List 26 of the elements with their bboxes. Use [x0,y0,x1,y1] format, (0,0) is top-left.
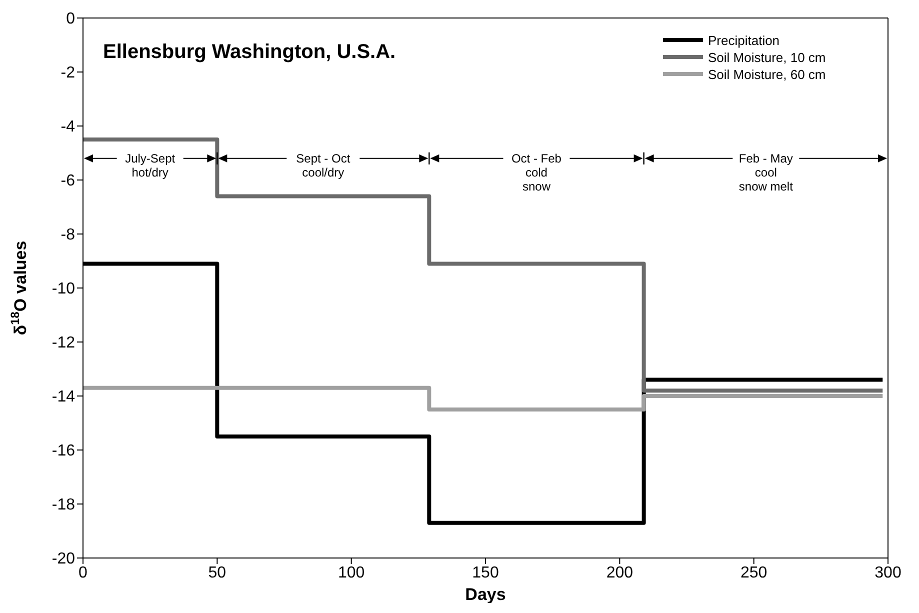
y-tick-label: -8 [60,226,76,244]
y-tick-label: -10 [52,280,76,298]
y-tick-label: 0 [66,10,76,28]
x-tick-label: 100 [338,564,365,582]
annotation: Sept - Oct cool/dry [296,151,351,180]
x-tick-label: 150 [472,564,499,582]
legend-label: Precipitation [708,33,780,48]
y-tick-label: -14 [52,388,76,406]
y-tick-label: -16 [52,442,76,460]
x-tick-label: 300 [874,564,902,582]
annotation: Feb - May cool snow melt [738,151,794,194]
annotation: Oct - Feb cold snow [511,151,562,194]
y-tick-label: -18 [52,496,76,514]
annotation: July-Sept hot/dry [125,151,176,180]
legend-label: Soil Moisture, 60 cm [708,67,826,82]
x-tick-label: 250 [740,564,768,582]
y-tick-label: -6 [60,172,76,190]
legend-label: Soil Moisture, 10 cm [708,50,826,65]
x-tick-label: 200 [606,564,634,582]
y-tick-label: -4 [60,118,76,136]
x-tick-label: 50 [208,564,226,582]
y-tick-label: -20 [52,550,76,568]
text: Ellensburg Washington, U.S.A. [103,41,396,63]
y-tick-label: -12 [52,334,76,352]
y-tick-label: -2 [60,64,76,82]
x-tick-label: 0 [78,564,88,582]
